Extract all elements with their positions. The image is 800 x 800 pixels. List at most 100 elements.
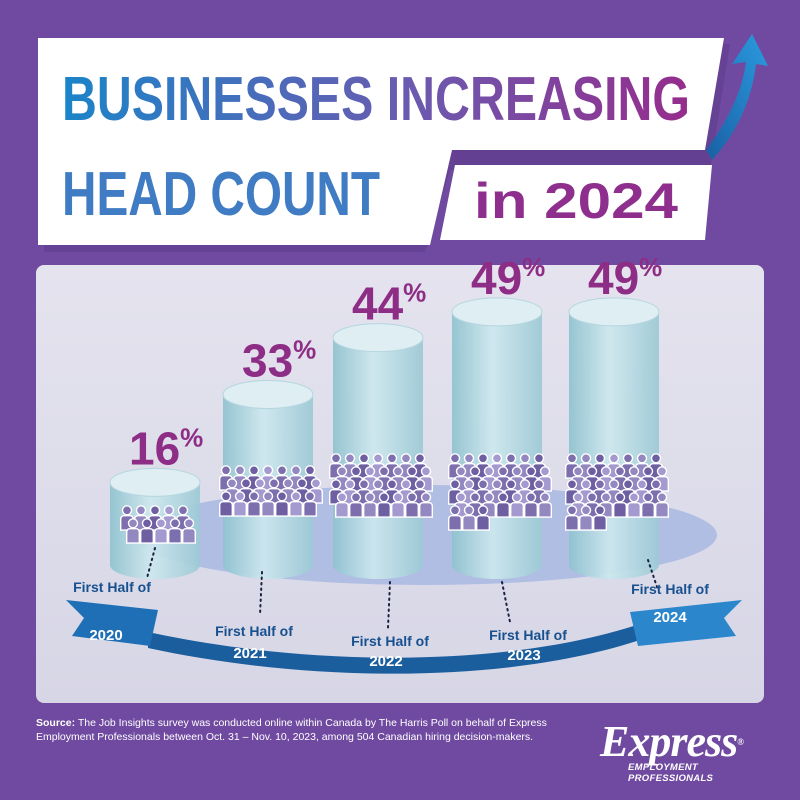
bar-top: [332, 323, 424, 353]
person-icon: [593, 505, 607, 531]
person-icon: [275, 491, 289, 517]
category-label-line1: First Half of: [215, 623, 293, 639]
person-icon: [510, 492, 524, 518]
person-icon: [261, 491, 275, 517]
bar-3: [451, 297, 543, 579]
person-icon: [579, 505, 593, 531]
category-label-line1: First Half of: [631, 581, 709, 597]
person-icon: [405, 492, 419, 518]
person-icon: [613, 492, 627, 518]
title-badge-edge: [452, 150, 712, 165]
person-icon: [419, 492, 433, 518]
value-suffix: %: [522, 252, 545, 282]
value-number: 16: [129, 422, 180, 474]
category-label-year: 2021: [233, 645, 266, 662]
source-label: Source:: [36, 717, 76, 729]
bar-body: [569, 311, 659, 579]
title-badge: in 2024: [474, 173, 678, 229]
bar-top: [568, 297, 660, 327]
logo-wordmark: Express: [600, 717, 738, 766]
leader-line: [647, 559, 659, 591]
bar-top: [222, 380, 314, 409]
ribbon-band: [148, 624, 640, 674]
category-label-year: 2023: [507, 647, 540, 664]
category-label-line1: First Half of: [489, 627, 567, 643]
leader-line: [501, 581, 511, 623]
person-icon: [154, 518, 168, 544]
person-icon: [476, 505, 490, 531]
category-label-line1: First Half of: [73, 579, 151, 595]
value-number: 49: [588, 252, 639, 304]
leader-line: [387, 581, 391, 629]
value-number: 33: [242, 335, 293, 387]
category-label-year: 2022: [369, 653, 402, 670]
logo-registered: ®: [737, 737, 744, 747]
category-label-line1: First Half of: [351, 633, 429, 649]
person-icon: [289, 491, 303, 517]
express-logo: Express® EMPLOYMENT PROFESSIONALS: [600, 720, 770, 785]
value-suffix: %: [639, 252, 662, 282]
person-icon: [182, 518, 196, 544]
value-labels: 16%33%44% 49% 49%: [129, 252, 662, 475]
person-icon: [377, 492, 391, 518]
person-icon: [247, 491, 261, 517]
category-label-2: First Half of 2022: [351, 633, 429, 670]
up-arrow-icon: [706, 34, 768, 160]
source-text: The Job Insights survey was conducted on…: [36, 717, 547, 743]
category-label-year: 2024: [653, 609, 687, 626]
leader-line: [146, 547, 156, 579]
person-icon: [219, 491, 233, 517]
person-icon: [126, 518, 140, 544]
value-suffix: %: [293, 335, 316, 365]
leader-lines: [146, 547, 659, 629]
value-label: 16%: [129, 422, 203, 474]
person-icon: [168, 518, 182, 544]
value-label: 49%: [471, 252, 545, 304]
value-number: 44: [352, 278, 404, 330]
person-icon: [627, 492, 641, 518]
source-note: Source: The Job Insights survey was cond…: [36, 716, 556, 744]
value-suffix: %: [403, 278, 426, 308]
ribbon-start-flag: [66, 600, 158, 646]
person-icon: [641, 492, 655, 518]
person-icon: [571, 466, 585, 492]
title-card: BUSINESSES INCREASING HEAD COUNT in 2024: [38, 38, 730, 252]
person-icon: [524, 492, 538, 518]
category-label-1: First Half of 2021: [215, 623, 293, 662]
person-icon: [655, 492, 669, 518]
category-label-0: First Half of 2020: [73, 579, 151, 644]
category-label-4: First Half of 2024: [631, 581, 709, 626]
title-line1: BUSINESSES INCREASING: [62, 65, 690, 134]
category-label-year: 2020: [89, 627, 122, 644]
logo-tagline: EMPLOYMENT PROFESSIONALS: [628, 762, 714, 784]
person-icon: [303, 491, 317, 517]
person-icon: [391, 492, 405, 518]
bar-2: [332, 323, 424, 579]
person-icon: [496, 492, 510, 518]
person-icon: [462, 505, 476, 531]
person-icon: [349, 492, 363, 518]
title-line2: HEAD COUNT: [62, 160, 380, 229]
bar-body: [452, 311, 542, 579]
value-label: 44%: [352, 278, 426, 330]
person-icon: [363, 492, 377, 518]
ribbon-end-flag: [630, 600, 742, 646]
category-label-3: First Half of 2023: [489, 627, 567, 664]
person-icon: [538, 492, 552, 518]
person-icon: [565, 505, 579, 531]
value-suffix: %: [180, 422, 203, 452]
value-label: 33%: [242, 335, 316, 387]
value-label: 49%: [588, 252, 662, 304]
people-crowds: [120, 453, 669, 544]
title-badge-bg: [440, 165, 712, 240]
timeline-ribbon: [66, 600, 742, 674]
bar-top: [109, 467, 201, 497]
person-icon: [335, 492, 349, 518]
person-icon: [233, 491, 247, 517]
person-icon: [448, 505, 462, 531]
person-icon: [140, 518, 154, 544]
leader-line: [259, 571, 263, 616]
bar-top: [451, 297, 543, 327]
